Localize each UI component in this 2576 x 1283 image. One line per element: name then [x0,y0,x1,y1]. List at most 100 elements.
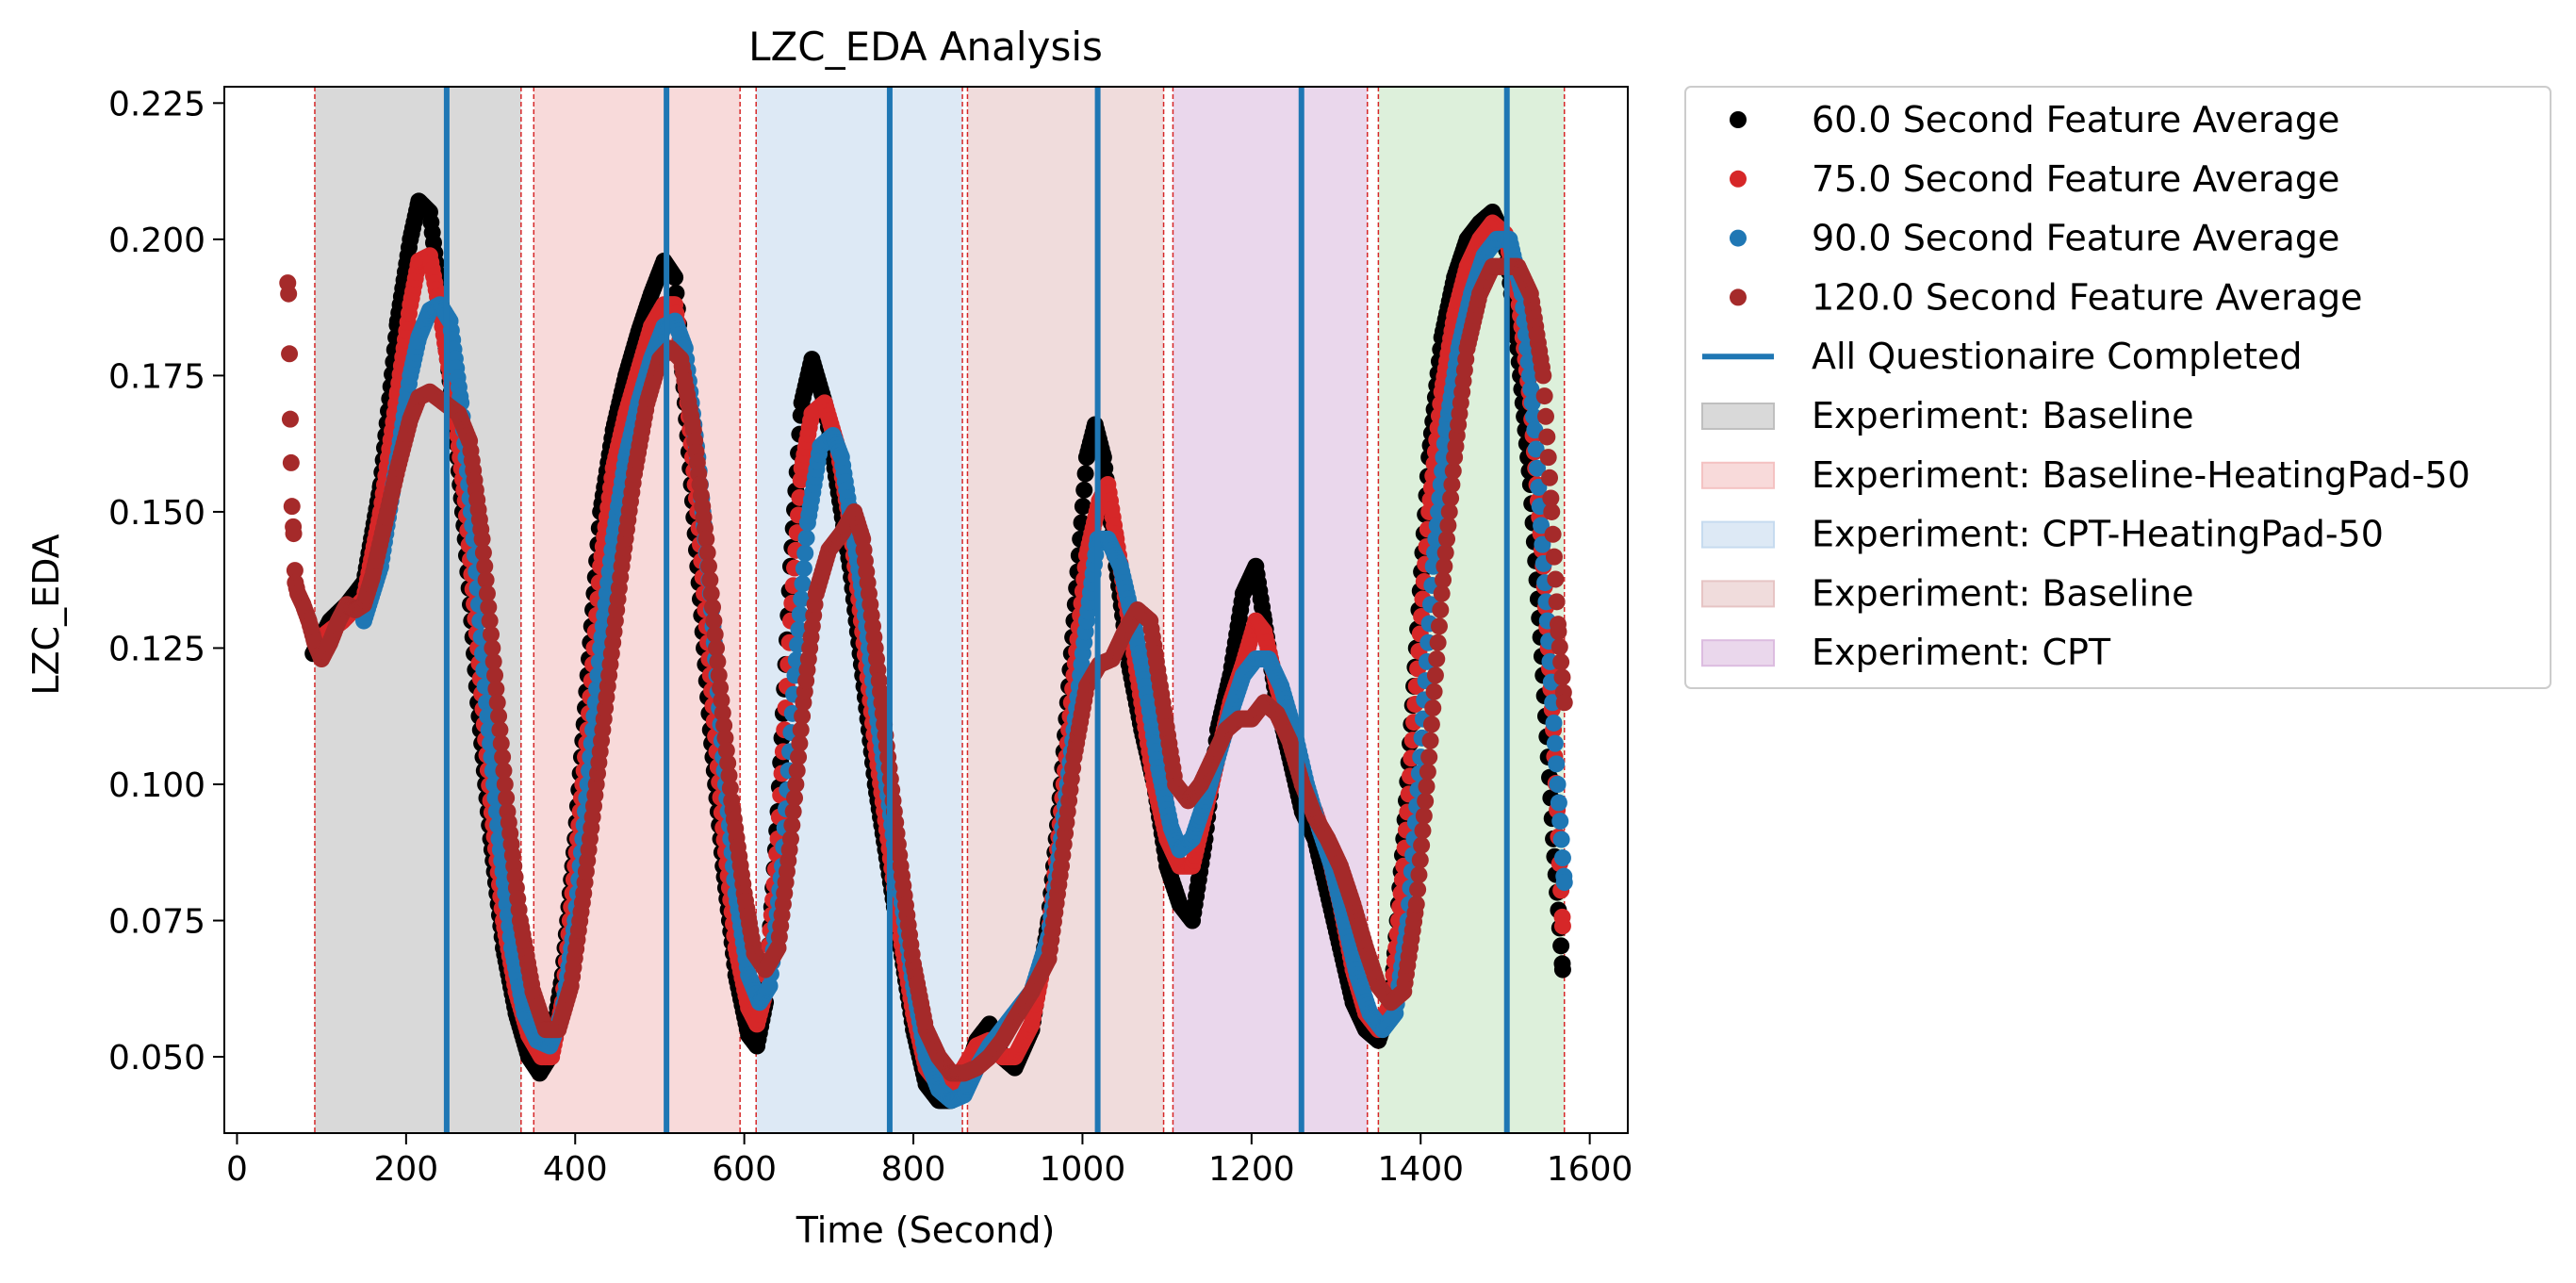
legend-patch [1701,461,1775,489]
data-point [792,721,810,739]
data-point [1438,530,1456,548]
legend: 60.0 Second Feature Average 75.0 Second F… [1684,86,2551,689]
y-axis-label: LZC_EDA [25,534,67,695]
data-point [1428,650,1446,668]
data-point [708,639,726,657]
data-point [1536,407,1554,425]
data-point [1415,807,1433,825]
data-point [1432,601,1450,618]
data-point [1414,822,1432,840]
data-point [1551,813,1569,831]
data-point [781,830,799,847]
legend-label: 120.0 Second Feature Average [1812,276,2363,318]
legend-label: 75.0 Second Feature Average [1812,158,2339,200]
data-point [1552,831,1570,848]
data-point [791,605,809,623]
data-point [1545,548,1563,566]
data-point [721,780,739,798]
x-tick-label: 1200 [1208,1150,1295,1189]
data-point [790,620,808,638]
data-point [706,626,724,644]
data-point [1076,465,1094,483]
data-point [714,704,731,722]
y-tick-label: 0.200 [108,222,205,260]
data-point [1545,714,1563,732]
data-point [1421,732,1439,749]
data-point [1410,865,1428,883]
data-point [794,707,812,725]
data-point [490,707,508,725]
data-point [1552,653,1570,671]
data-point [1443,476,1461,494]
data-point [1530,478,1548,496]
data-point [716,729,734,747]
data-point [1442,489,1460,507]
legend-marker [1730,111,1747,128]
data-point [720,766,738,784]
data-point [788,762,806,780]
data-point [1551,638,1568,656]
data-point [1436,544,1454,562]
data-point [1440,502,1458,520]
data-point [1547,570,1565,588]
data-point [1418,778,1436,796]
legend-marker [1730,229,1747,247]
data-point [1411,851,1429,869]
data-point [1546,734,1564,752]
data-point [702,584,720,602]
data-point [701,571,719,589]
legend-patch [1701,520,1775,549]
data-point [282,453,300,471]
data-point [717,742,735,760]
data-point [480,599,498,617]
data-point [1534,535,1551,553]
data-point [1409,880,1427,898]
data-point [1541,469,1559,486]
axes-frame [223,86,1629,1134]
data-point [1439,517,1457,535]
legend-label: 90.0 Second Feature Average [1812,218,2339,259]
legend-marker [1730,288,1747,306]
data-point [719,754,737,772]
data-point [1550,623,1567,641]
data-point [784,802,802,820]
data-point [281,345,299,363]
data-point [1419,763,1436,781]
data-point [482,626,500,644]
plot-area [279,87,1573,1133]
data-point [1555,694,1573,712]
data-point [1426,666,1444,684]
y-tick-label: 0.050 [108,1039,205,1077]
data-point [1435,571,1452,589]
data-point [1413,836,1431,854]
data-point [1539,449,1557,467]
data-point [1553,668,1571,686]
data-point [280,285,298,303]
y-tick-label: 0.175 [108,357,205,396]
data-point [495,762,513,780]
legend-patch [1701,580,1775,608]
x-tick-label: 1600 [1547,1150,1633,1189]
legend-label: 60.0 Second Feature Average [1812,99,2339,140]
data-point [1074,498,1091,516]
y-tick-label: 0.225 [108,85,205,123]
data-point [1524,407,1542,425]
x-tick-label: 200 [373,1150,438,1189]
data-point [705,612,723,630]
data-point [1422,716,1440,733]
data-point [1549,776,1567,793]
data-point [1535,387,1553,405]
data-point [790,748,808,766]
data-point [1522,380,1540,398]
data-point [1544,694,1562,712]
data-point [494,748,512,766]
x-tick-label: 800 [881,1150,946,1189]
x-tick-label: 1400 [1377,1150,1464,1189]
y-tick-label: 0.075 [108,903,205,942]
data-point [281,410,299,428]
legend-label: Experiment: Baseline [1812,572,2194,614]
data-point [286,562,304,580]
data-point [787,776,805,793]
y-tick-label: 0.150 [108,494,205,533]
